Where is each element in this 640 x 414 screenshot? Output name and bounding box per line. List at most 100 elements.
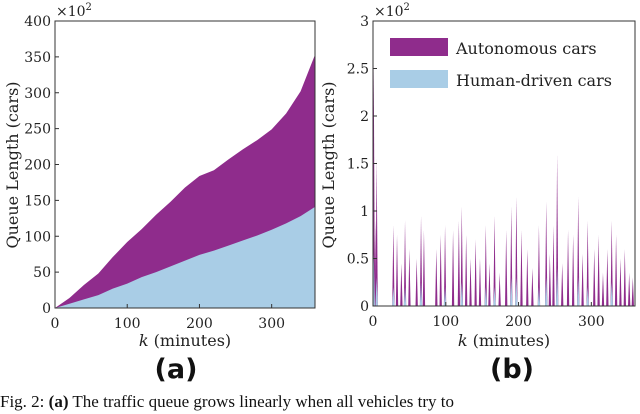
spike-autonomous [469,258,472,306]
spike-autonomous [614,234,618,306]
legend-label-human: Human-driven cars [456,71,612,90]
spike-autonomous [400,263,403,306]
spike-autonomous [619,258,622,306]
spike-human-driven [545,277,548,306]
ytick-label: 300 [24,86,51,102]
spike-human-driven [392,287,395,306]
plot-b-ticks: 0 0.5 1 1.5 2 2.5 3 0 100 200 300 [347,14,605,330]
spike-autonomous [422,230,426,306]
spike-human-driven [586,287,589,306]
spike-autonomous [566,230,570,306]
spike-autonomous [581,253,584,306]
plot-a-ticks: 0 50 100 150 200 250 300 350 400 0 100 200 300 [24,14,285,332]
spike-human-driven [375,277,378,306]
plot-b-area [372,63,634,306]
ytick-label: 0 [360,299,369,315]
spike-autonomous [623,249,626,306]
spike-human-driven [610,282,613,306]
legend-swatch-autonomous [390,38,448,56]
xtick-label: 200 [186,316,213,332]
legend-label-autonomous: Autonomous cars [455,39,597,58]
xtick-label: 300 [578,314,605,330]
spike-autonomous [586,220,589,306]
xtick-label: 0 [369,314,378,330]
xtick-label: 300 [258,316,285,332]
plot-a-xlabel: k (minutes) [139,331,231,350]
spike-autonomous [392,225,395,306]
spike-autonomous [606,249,609,306]
spike-autonomous [520,230,523,306]
spike-autonomous [631,277,634,306]
plot-a-multiplier: ×102 [56,2,92,20]
panel-b-label: (b) [490,354,534,385]
spike-human-driven [403,287,407,306]
plot-b-multiplier: ×102 [374,2,410,20]
xtick-label: 100 [432,314,459,330]
spike-human-driven [443,287,447,306]
legend: Autonomous cars Human-driven cars [390,38,612,90]
ytick-label: 0.5 [347,252,369,268]
spike-autonomous [628,272,631,306]
spike-autonomous [415,258,418,306]
spike-autonomous [484,225,487,306]
spike-human-driven [460,282,463,306]
ytick-label: 400 [24,14,51,30]
ytick-label: 1.5 [347,157,369,173]
xtick-label: 100 [114,316,141,332]
figure-caption: Fig. 2: (a) The traffic queue grows line… [0,392,640,412]
spike-autonomous [597,234,600,306]
spike-autonomous [439,234,442,306]
spike-autonomous [545,201,548,306]
spike-autonomous [548,253,552,306]
spike-autonomous [478,258,482,306]
panel-a-label: (a) [155,354,198,385]
spike-autonomous [464,234,468,306]
panel-b: 0 0.5 1 1.5 2 2.5 3 0 100 200 300 ×102 Queue Lengt… [319,2,636,385]
spike-human-driven [537,287,541,306]
caption-panel-ref: (a) [48,392,69,411]
plot-b-xlabel: k (minutes) [458,331,550,350]
spike-autonomous [498,272,501,306]
spike-human-driven [577,277,580,306]
spike-autonomous [451,230,455,306]
spike-autonomous [457,220,461,306]
ytick-label: 2 [360,109,369,125]
plot-a-ylabel: Queue Length (cars) [3,81,22,248]
ytick-label: 250 [24,122,51,138]
spike-human-driven [493,287,496,306]
plot-b-ylabel: Queue Length (cars) [319,81,338,248]
spike-autonomous [537,225,541,306]
spike-autonomous [601,272,605,306]
spike-autonomous [419,215,423,306]
spike-autonomous [488,263,491,306]
spike-human-driven [484,287,487,306]
spike-autonomous [526,249,529,306]
spike-human-driven [419,282,423,306]
caption-prefix: Fig. 2: [0,392,49,411]
caption-text: The traffic queue grows linearly when al… [68,392,455,411]
spike-autonomous [571,234,575,306]
ytick-label: 3 [360,14,369,30]
spike-autonomous [593,249,596,306]
ytick-label: 100 [24,229,51,245]
spike-autonomous [403,220,407,306]
plot-b-frame [372,20,636,307]
spike-autonomous [474,239,477,306]
spike-autonomous [493,215,496,306]
spike-autonomous [561,263,564,306]
spike-autonomous [505,230,508,306]
xtick-label: 0 [51,316,60,332]
spike-autonomous [555,154,559,306]
spike-autonomous [610,220,613,306]
plot-a-area [55,54,315,308]
legend-swatch-human [390,70,448,88]
ytick-label: 200 [24,158,51,174]
ytick-label: 350 [24,50,51,66]
spike-autonomous [443,225,447,306]
spike-autonomous [552,225,555,306]
spike-autonomous [531,268,534,306]
ytick-label: 2.5 [347,62,369,78]
spike-autonomous [460,206,463,306]
